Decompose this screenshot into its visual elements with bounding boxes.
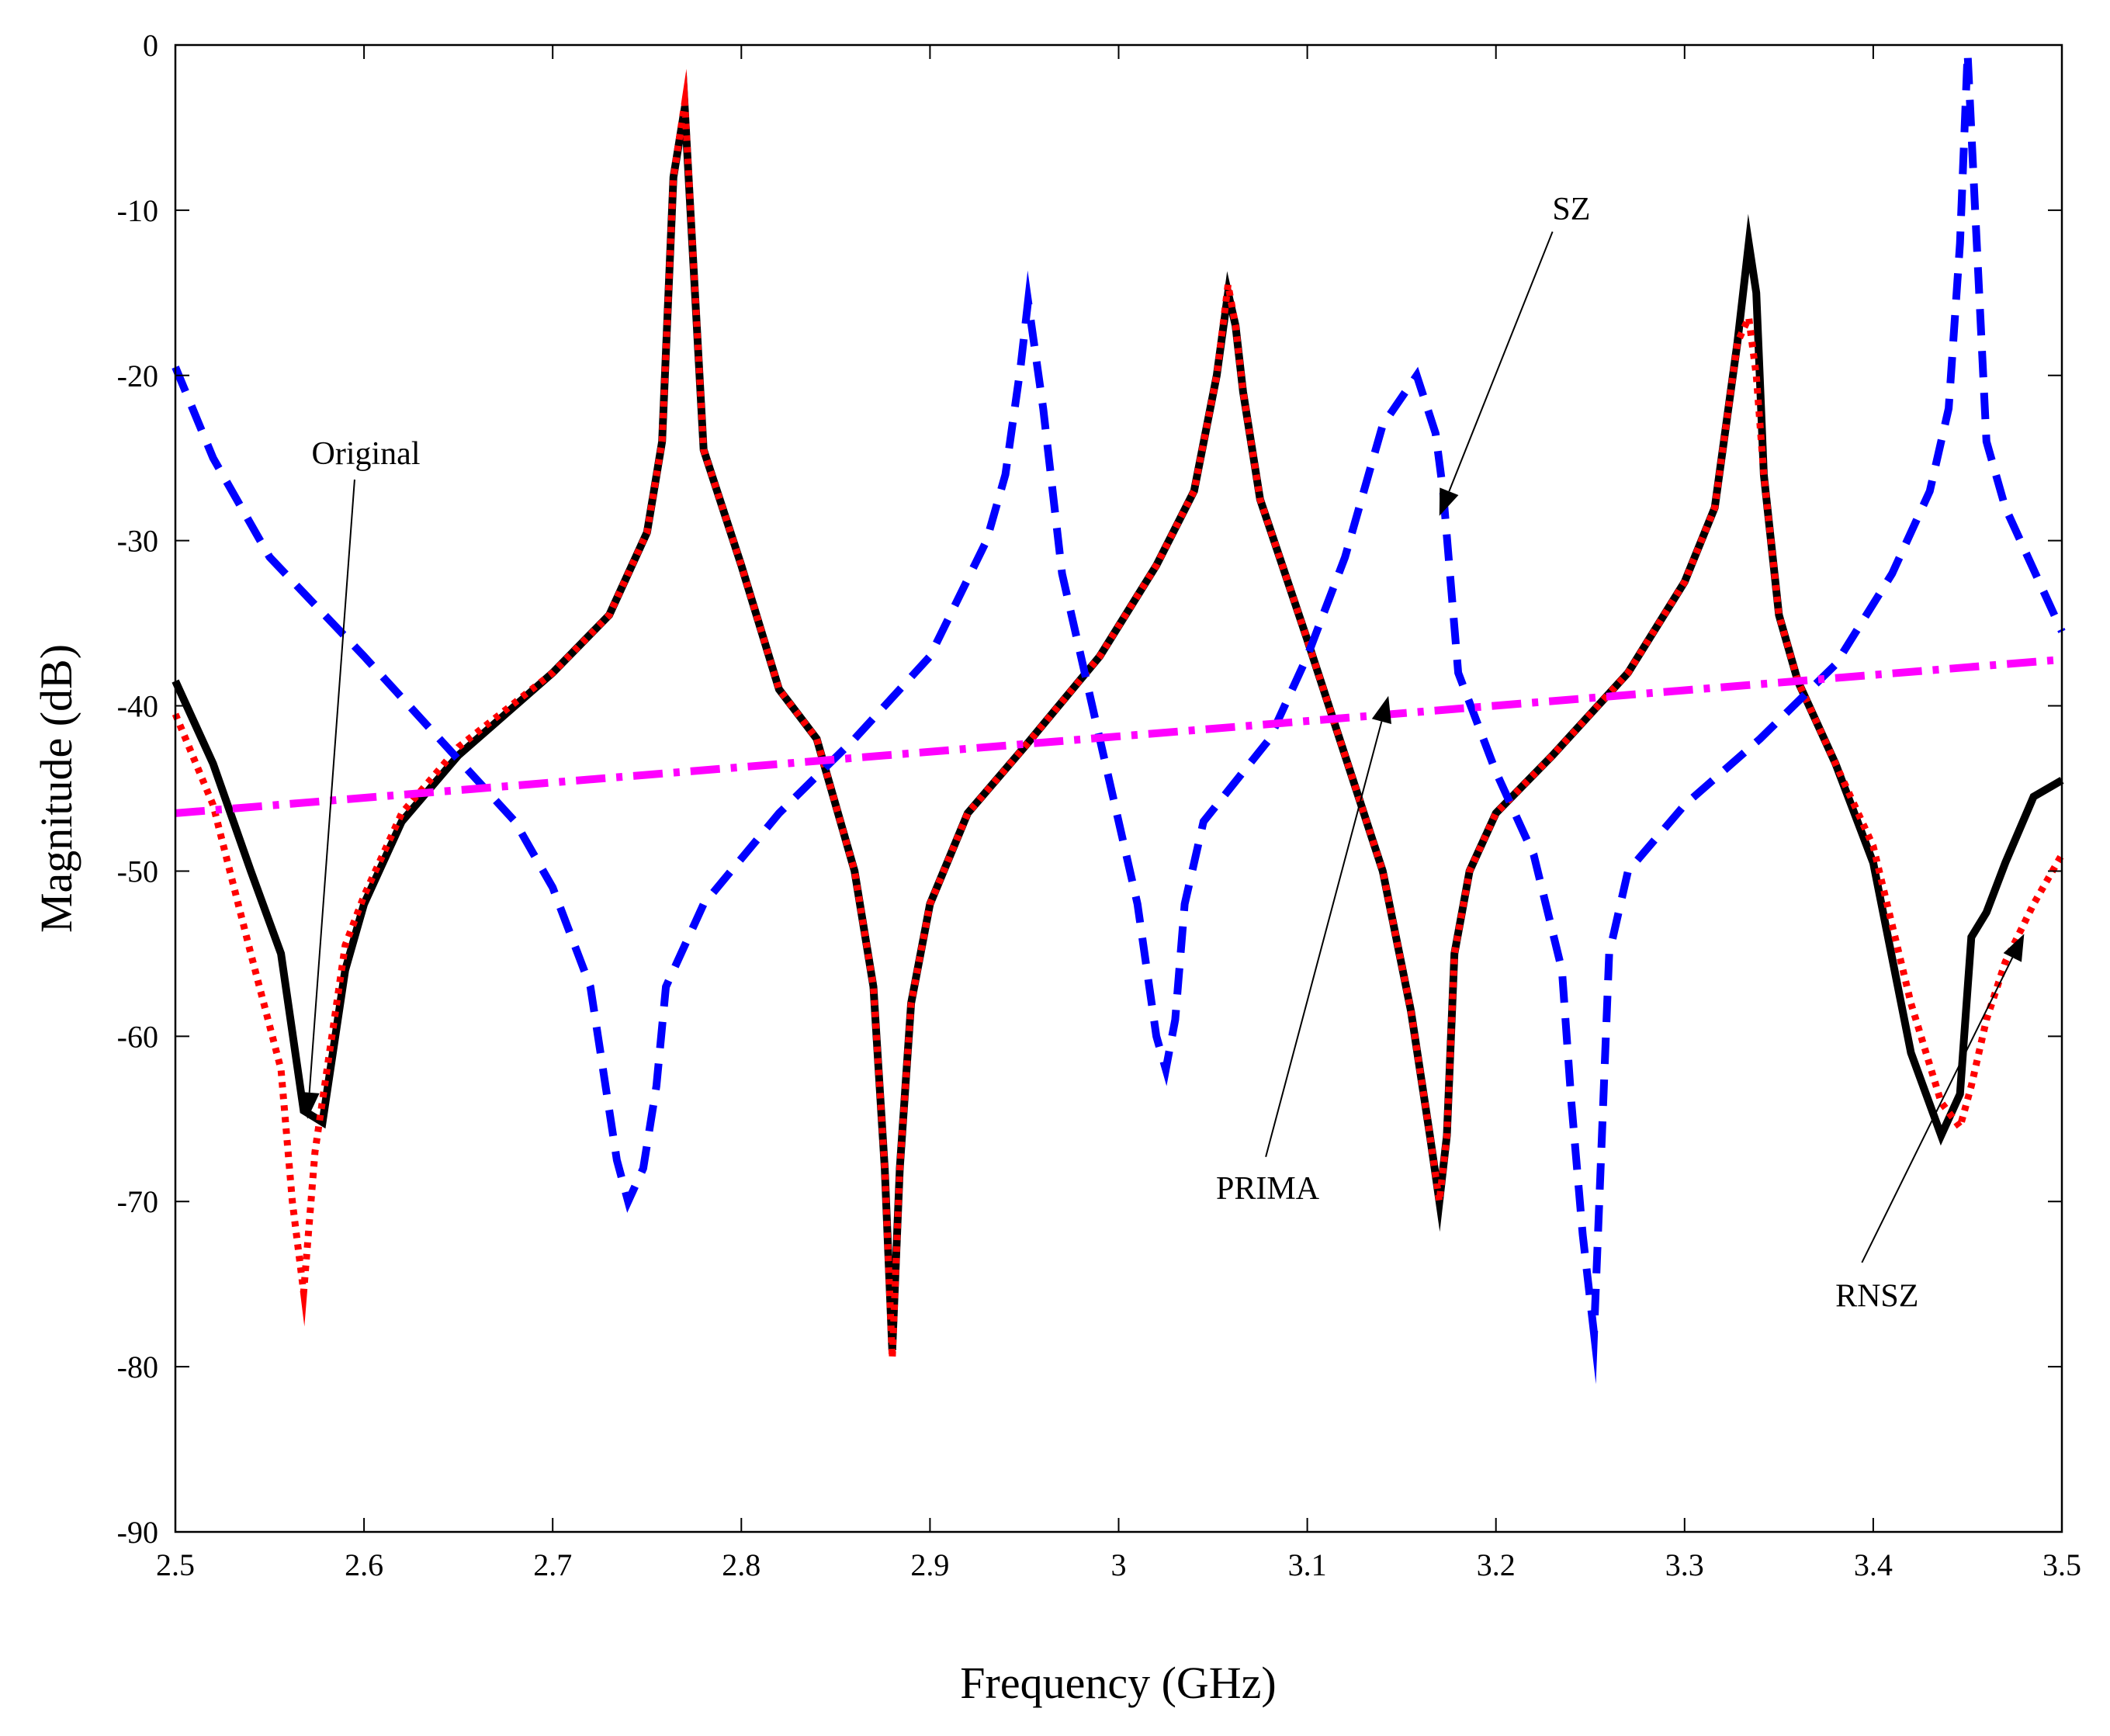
annotation-arrowhead-prima: [1371, 695, 1391, 724]
x-tick-label: 3.3: [1665, 1547, 1704, 1582]
annotation-arrow-original: [308, 479, 355, 1093]
series-line-prima: [175, 655, 2063, 817]
annotation-arrow-sz: [1448, 231, 1554, 492]
x-tick-label: 2.7: [533, 1547, 572, 1582]
y-axis-title: Magnitude (dB): [31, 644, 81, 933]
y-tick-label: 0: [143, 28, 158, 63]
x-tick-label: 3.5: [2042, 1547, 2081, 1582]
annotation-arrowhead-rnsz: [2003, 934, 2025, 962]
annotation-arrowhead-original: [299, 1091, 320, 1119]
x-tick-label: 2.5: [156, 1547, 195, 1582]
annotation-label-original: Original: [312, 436, 421, 472]
y-tick-label: -70: [117, 1184, 158, 1219]
annotation-label-prima: PRIMA: [1216, 1171, 1320, 1207]
x-tick-label: 3.4: [1854, 1547, 1893, 1582]
y-tick-label: -30: [117, 524, 158, 559]
y-tick-label: -90: [117, 1515, 158, 1550]
y-tick-label: -80: [117, 1350, 158, 1384]
y-tick-label: -50: [117, 854, 158, 889]
series-line-sz: [172, 53, 2066, 1384]
y-tick-label: -60: [117, 1019, 158, 1054]
annotation-label-rnsz: RNSZ: [1835, 1279, 1918, 1315]
y-tick-label: -40: [117, 689, 158, 724]
x-tick-label: 3: [1111, 1547, 1127, 1582]
series-layer: [172, 53, 2066, 1384]
y-tick-label: -20: [117, 359, 158, 393]
annotation-label-sz: SZ: [1552, 192, 1590, 227]
annotation-arrowhead-sz: [1439, 487, 1459, 516]
x-tick-label: 2.6: [345, 1547, 383, 1582]
annotation-arrow-prima: [1265, 721, 1383, 1157]
x-tick-label: 3.1: [1288, 1547, 1327, 1582]
x-axis-title: Frequency (GHz): [960, 1658, 1276, 1708]
x-tick-label: 2.9: [910, 1547, 949, 1582]
annotation-layer: Original SZ PRIMA RNSZ: [299, 192, 2025, 1315]
x-tick-label: 2.8: [722, 1547, 761, 1582]
annotation-arrow-rnsz: [1861, 957, 2014, 1263]
x-tick-label: 3.2: [1477, 1547, 1516, 1582]
y-tick-label: -10: [117, 193, 158, 228]
axes-layer: 2.5 2.6 2.7 2.8 2.9 3 3.1 3.2 3.3 3.4 3.5 0 -10 -20 -3…: [117, 28, 2081, 1582]
